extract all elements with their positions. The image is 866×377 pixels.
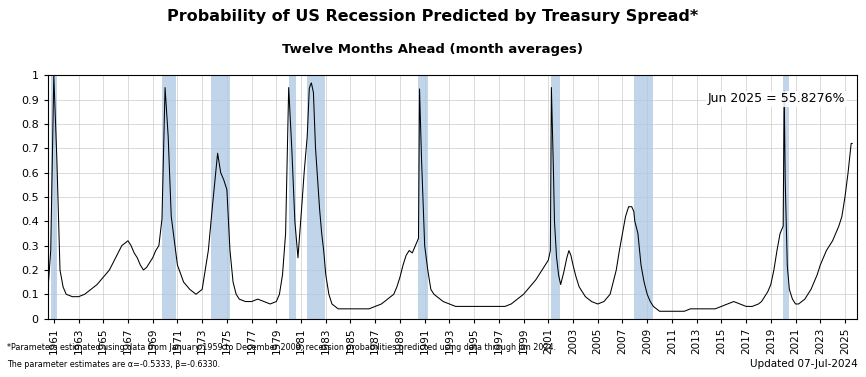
Text: Updated 07-Jul-2024: Updated 07-Jul-2024 <box>750 359 857 369</box>
Text: The parameter estimates are α=-0.5333, β=-0.6330.: The parameter estimates are α=-0.5333, β… <box>7 360 220 369</box>
Text: Probability of US Recession Predicted by Treasury Spread*: Probability of US Recession Predicted by… <box>167 9 699 25</box>
Bar <box>211 75 230 319</box>
Text: *Parameters estimated using data from January 1959 to December 2009, recession p: *Parameters estimated using data from Ja… <box>7 343 556 352</box>
Bar <box>51 75 57 319</box>
Bar <box>552 75 559 319</box>
Text: Jun 2025 = 55.8276%: Jun 2025 = 55.8276% <box>708 92 845 106</box>
Bar <box>307 75 325 319</box>
Text: Twelve Months Ahead (month averages): Twelve Months Ahead (month averages) <box>282 43 584 56</box>
Bar <box>418 75 428 319</box>
Bar <box>288 75 296 319</box>
Bar <box>783 75 789 319</box>
Bar <box>634 75 653 319</box>
Bar <box>162 75 177 319</box>
